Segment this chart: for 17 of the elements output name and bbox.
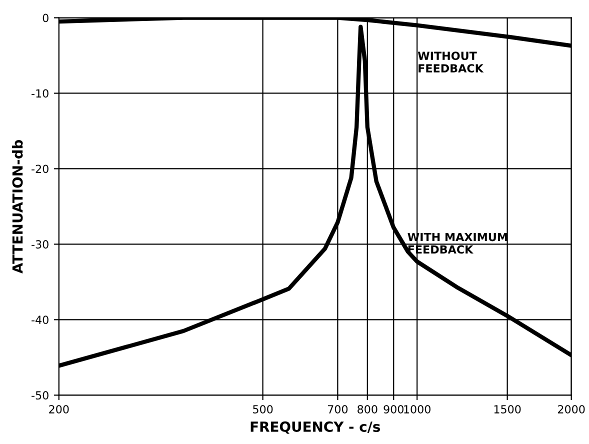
x-tick-label: 500: [253, 405, 273, 414]
y-tick-label: 0: [42, 14, 48, 22]
x-tick-label: 1000: [404, 405, 430, 414]
y-tick-label: -40: [32, 316, 48, 324]
x-tick-label: 2000: [558, 405, 585, 414]
y-axis-title: ATTENUATION-db: [12, 140, 23, 274]
y-tick-label: -30: [32, 240, 48, 249]
x-tick-label: 900: [384, 405, 404, 414]
x-tick-label: 800: [358, 405, 378, 414]
y-tick-label: -20: [32, 164, 48, 174]
x-tick-label: 700: [328, 405, 348, 414]
annotation: WITHOUT FEEDBACK: [418, 52, 484, 72]
x-tick-label: 200: [49, 405, 69, 414]
x-axis-title: FREQUENCY - c/s: [250, 421, 380, 434]
y-tick-label: -50: [32, 391, 48, 400]
x-tick-label: 1500: [494, 405, 521, 414]
y-tick-label: -10: [32, 89, 48, 98]
